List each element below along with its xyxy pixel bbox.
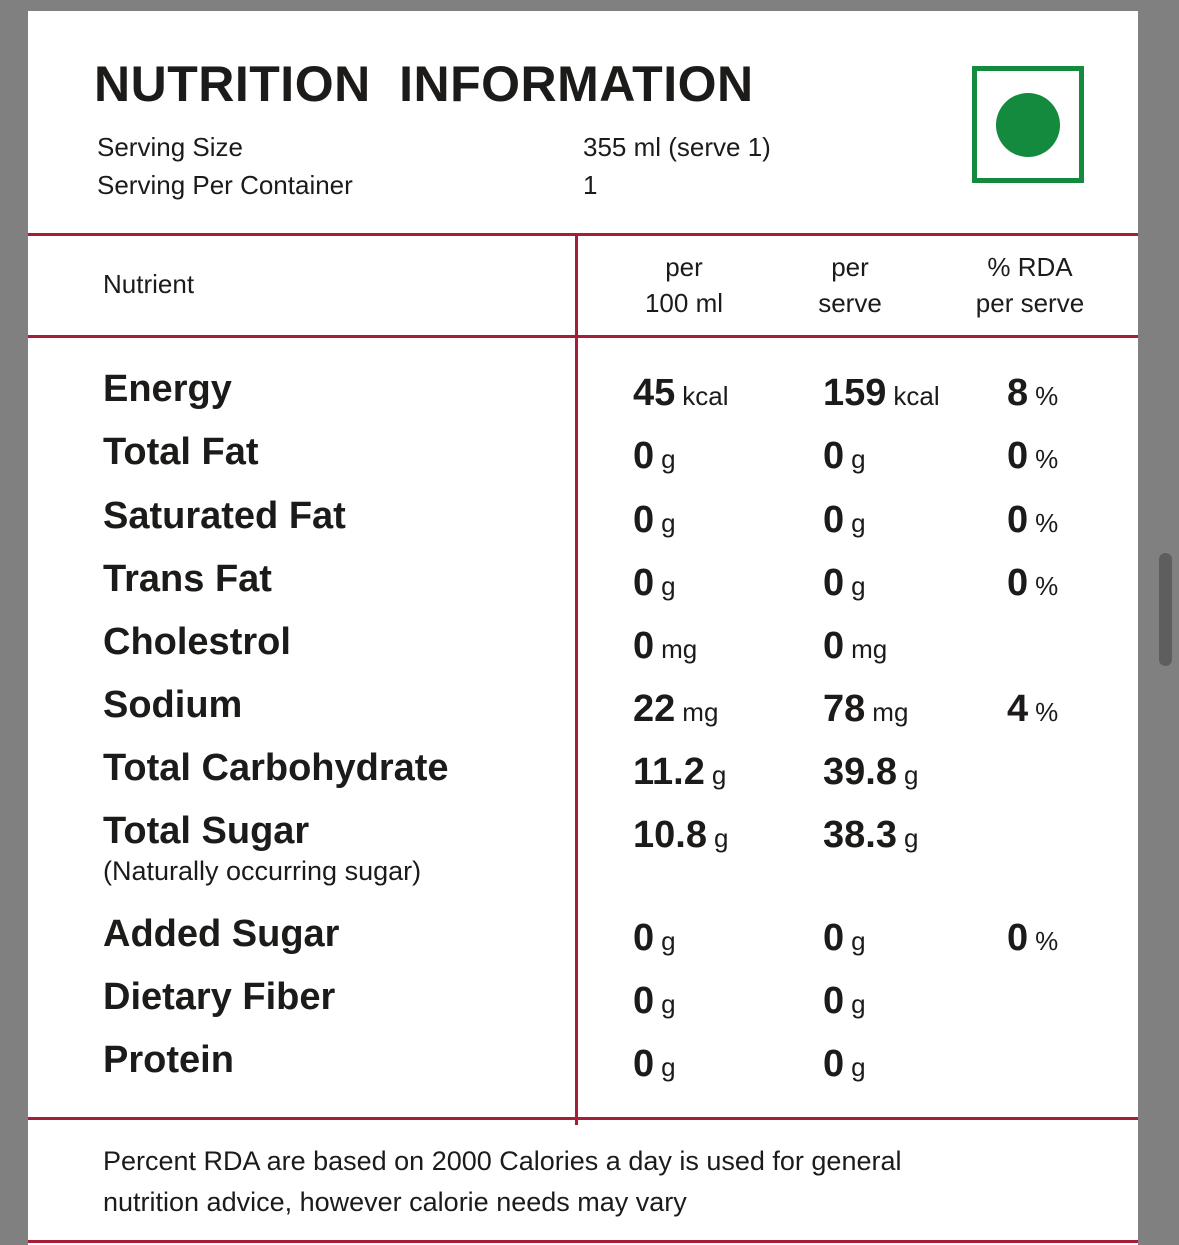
serving-per-container-value: 1 bbox=[583, 170, 598, 200]
vegetarian-mark-icon bbox=[972, 66, 1084, 183]
divider bbox=[28, 1117, 1138, 1120]
column-header-per-serve: per serve bbox=[818, 252, 882, 318]
page-title: NUTRITION INFORMATION bbox=[94, 56, 754, 112]
column-divider bbox=[575, 233, 578, 1125]
nutrition-label-card: NUTRITION INFORMATION Serving Size 355 m… bbox=[28, 11, 1138, 1245]
column-header-nutrient: Nutrient bbox=[103, 269, 195, 299]
column-header-per-100ml: per 100 ml bbox=[644, 252, 724, 318]
table-row-total-carbohydrate: Total Carbohydrate 11.2 g 39.8 g bbox=[103, 747, 919, 793]
vegetarian-dot-icon bbox=[996, 92, 1060, 157]
serving-per-container-label: Serving Per Container bbox=[97, 170, 353, 200]
scrollbar-thumb[interactable] bbox=[1159, 553, 1172, 666]
serving-size-value: 355 ml (serve 1) bbox=[583, 132, 771, 162]
serving-size-label: Serving Size bbox=[97, 132, 243, 162]
table-row-energy: Energy 45 kcal 159 kcal 8% bbox=[103, 368, 1059, 414]
divider bbox=[28, 233, 1138, 236]
rda-disclaimer: Percent RDA are based on 2000 Calories a… bbox=[103, 1146, 902, 1217]
table-row-total-sugar: Total Sugar (Naturally occurring sugar) … bbox=[103, 810, 919, 886]
table-row-cholestrol: Cholestrol 0 mg 0 mg bbox=[103, 621, 888, 667]
total-sugar-subtext: (Naturally occurring sugar) bbox=[103, 856, 422, 886]
table-row-sodium: Sodium 22 mg 78 mg 4% bbox=[103, 684, 1059, 730]
divider bbox=[28, 1240, 1138, 1243]
divider bbox=[28, 335, 1138, 338]
column-header-rda-per-serve: % RDA per serve bbox=[975, 252, 1085, 318]
